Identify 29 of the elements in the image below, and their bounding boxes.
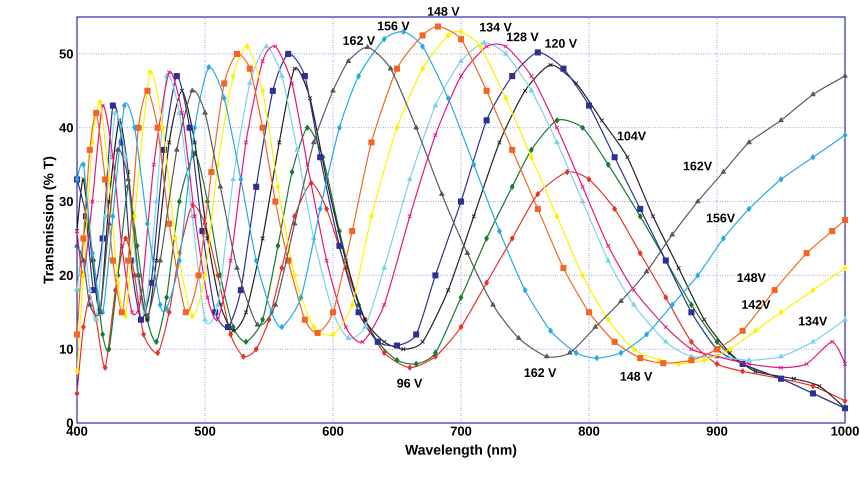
x-tick-label: 600 [322, 426, 344, 436]
x-tick-label: 900 [706, 426, 728, 436]
annotation: 148V [738, 273, 766, 282]
annotation: 128 V [506, 32, 539, 42]
x-axis-title: Wavelength (nm) [405, 444, 516, 458]
annotation: 162 V [524, 368, 556, 378]
annotation: 120 V [545, 38, 578, 48]
text: 148 V [428, 6, 460, 16]
annotation: 148 V [620, 372, 652, 381]
annotation: 96 V [397, 378, 422, 388]
y-axis-title: Transmission (% T) [43, 156, 56, 284]
annotation: 162 V [343, 36, 376, 45]
annotation: 104V [618, 132, 646, 140]
annotation: 156V [706, 214, 736, 222]
annotation: 134 V [480, 22, 512, 32]
annotation: 156 V [378, 22, 410, 30]
x-tick-label: 800 [578, 426, 600, 436]
y-tick-label: 0 [66, 418, 73, 428]
y-tick-label: 30 [59, 196, 73, 206]
x-tick-label: 400 [66, 426, 88, 436]
y-tick-label: 50 [59, 49, 73, 58]
x-tick-label: 700 [450, 426, 472, 436]
y-tick-label: 10 [60, 344, 73, 354]
x-tick-label: 500 [194, 426, 216, 436]
y-tick-label: 20 [60, 270, 73, 280]
annotation: 162V [684, 162, 712, 170]
x-tick-label: 1000 [831, 426, 859, 436]
annotation: 134V [798, 316, 828, 326]
y-tick-label: 40 [59, 123, 73, 132]
